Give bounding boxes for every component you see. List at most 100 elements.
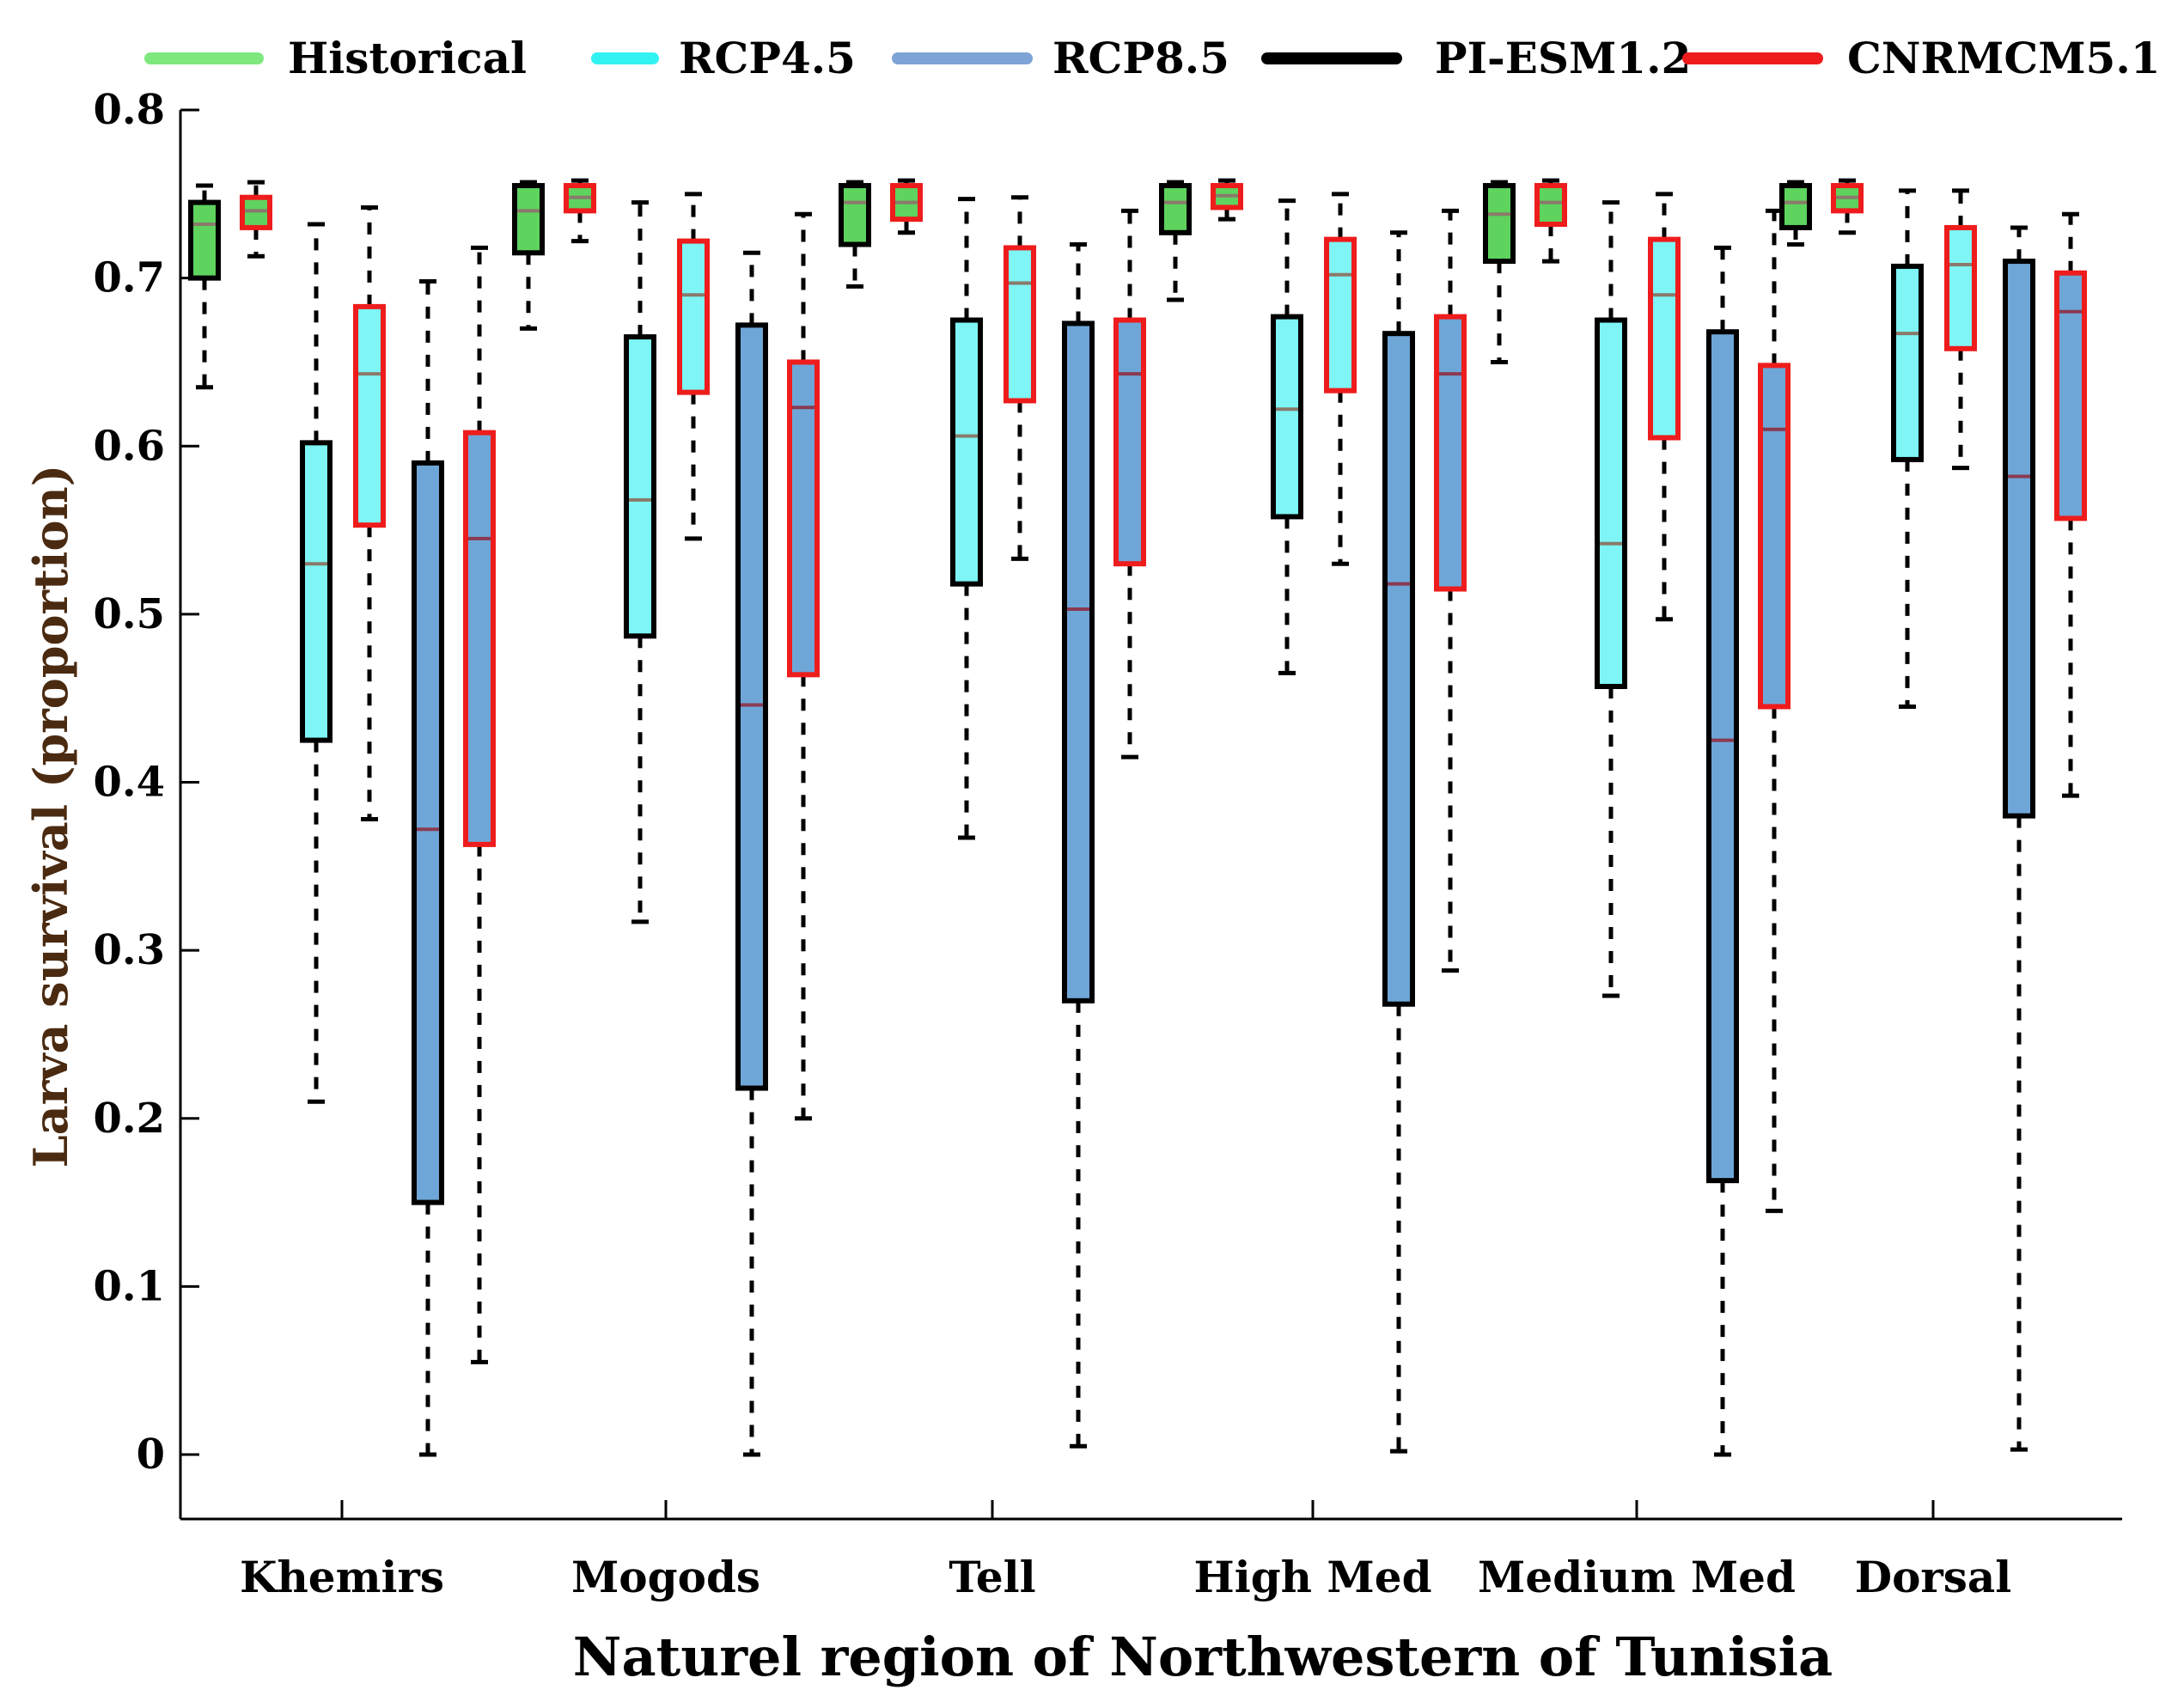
box-high-med-rcp4-5-pi-esm1-2 [1271,198,1303,675]
box-mogods-rcp8-5-cnrmcm5-1 [787,211,820,1121]
legend-item-rcp4-5: RCP4.5 [591,33,856,83]
legend-item-rcp8-5: RCP8.5 [892,33,1229,83]
box-group-khemirs [188,180,496,1457]
box-body [1779,183,1812,230]
y-tick-label: 0.3 [93,926,165,974]
box-body [787,359,820,678]
x-axis-label: Naturel region of Northwestern of Tunisi… [573,1626,1833,1688]
box-mogods-rcp8-5-pi-esm1-2 [735,250,768,1457]
box-tell-rcp4-5-pi-esm1-2 [950,197,983,840]
box-mogods-historical-pi-esm1-2 [512,180,545,331]
box-medium-med-rcp8-5-pi-esm1-2 [1706,245,1739,1457]
box-body [1891,263,1924,462]
box-body [1434,314,1467,592]
box-tell-rcp4-5-cnrmcm5-1 [1004,195,1036,561]
x-tick-label-mogods: Mogods [571,1552,760,1602]
box-body [353,303,386,528]
box-group-high-med [1159,178,1467,1454]
y-tick-label: 0.8 [93,86,165,134]
box-khemirs-historical-cnrmcm5-1 [240,180,272,259]
axes: 0 0.1 0.2 0.3 0.4 0.5 0.6 0.7 0.8 Khemirs Mogods Te… [93,86,2122,1602]
y-tick-label: 0.5 [93,590,165,638]
box-tell-historical-pi-esm1-2 [839,180,871,289]
x-tick-label-dorsal: Dorsal [1855,1552,2012,1602]
box-body [1271,314,1303,520]
x-tick-label-high-med: High Med [1193,1552,1431,1602]
box-high-med-rcp4-5-cnrmcm5-1 [1324,192,1357,566]
box-medium-med-rcp4-5-cnrmcm5-1 [1648,192,1681,622]
legend-label: PI-ESM1.2 [1435,33,1691,83]
x-tick-label-medium-med: Medium Med [1478,1552,1796,1602]
box-dorsal-rcp4-5-pi-esm1-2 [1891,188,1924,709]
box-body [412,460,444,1205]
y-tick-label: 0 [137,1431,165,1479]
x-tick-label-khemirs: Khemirs [240,1552,444,1602]
box-dorsal-rcp4-5-cnrmcm5-1 [1944,188,1977,471]
box-high-med-rcp8-5-cnrmcm5-1 [1434,208,1467,973]
box-dorsal-rcp8-5-cnrmcm5-1 [2054,211,2087,798]
box-body [1758,363,1791,710]
box-body [1648,236,1681,441]
box-body [1062,320,1095,1004]
box-medium-med-historical-pi-esm1-2 [1483,180,1516,364]
box-khemirs-rcp8-5-pi-esm1-2 [412,279,444,1457]
box-body [1004,245,1036,404]
legend-item-cnrmcm5-1: CNRMCM5.1 [1682,33,2161,83]
box-body [188,199,221,281]
box-medium-med-historical-cnrmcm5-1 [1534,178,1567,264]
legend: Historical RCP4.5 RCP8.5 PI-ESM1.2 CNRMCM5.1 [144,33,2161,83]
box-khemirs-historical-pi-esm1-2 [188,183,221,390]
box-body [2054,270,2087,522]
box-body [463,430,496,847]
box-group-tell [839,178,1146,1449]
box-body [512,183,545,256]
box-body [839,183,871,247]
y-tick-label: 0.7 [93,254,165,302]
legend-item-historical: Historical [144,33,527,83]
box-body [624,334,656,639]
legend-label: Historical [288,33,527,83]
box-dorsal-rcp8-5-pi-esm1-2 [2003,225,2035,1452]
box-body [1595,317,1627,689]
box-tell-historical-cnrmcm5-1 [890,178,923,235]
box-body [950,317,983,587]
box-tell-rcp8-5-pi-esm1-2 [1062,242,1095,1449]
x-tick-label-tell: Tell [949,1552,1035,1602]
y-tick-label: 0.1 [93,1262,165,1310]
box-high-med-rcp8-5-pi-esm1-2 [1382,230,1415,1454]
legend-label: RCP8.5 [1052,33,1229,83]
box-high-med-historical-pi-esm1-2 [1159,180,1192,302]
box-group-medium-med [1483,178,1791,1457]
legend-label: RCP4.5 [679,33,856,83]
box-group-mogods [512,178,820,1457]
box-mogods-historical-cnrmcm5-1 [564,178,596,244]
y-tick-label: 0.4 [93,759,165,807]
box-tell-rcp8-5-cnrmcm5-1 [1113,208,1146,759]
box-body [1534,183,1567,228]
box-plots [188,178,2087,1457]
box-group-dorsal [1779,178,2087,1452]
box-high-med-historical-cnrmcm5-1 [1211,178,1243,222]
box-body [1159,183,1192,235]
box-body [1382,331,1415,1007]
y-axis-label: Larva survival (proportion) [23,465,78,1168]
box-body [300,440,332,743]
box-body [677,238,710,395]
legend-label: CNRMCM5.1 [1847,33,2161,83]
box-body [1483,183,1516,265]
legend-item-pi-esm1-2: PI-ESM1.2 [1261,33,1691,83]
y-tick-label: 0.6 [93,422,165,470]
y-tick-label: 0.2 [93,1095,165,1143]
box-medium-med-rcp4-5-pi-esm1-2 [1595,200,1627,998]
box-body [1706,329,1739,1184]
box-body [1113,317,1146,567]
box-dorsal-historical-pi-esm1-2 [1779,180,1812,247]
box-khemirs-rcp4-5-cnrmcm5-1 [353,204,386,822]
box-mogods-rcp4-5-cnrmcm5-1 [677,192,710,541]
box-medium-med-rcp8-5-cnrmcm5-1 [1758,208,1791,1213]
box-khemirs-rcp4-5-pi-esm1-2 [300,222,332,1104]
box-body [1944,224,1977,351]
box-khemirs-rcp8-5-cnrmcm5-1 [463,245,496,1364]
box-mogods-rcp4-5-pi-esm1-2 [624,200,656,924]
